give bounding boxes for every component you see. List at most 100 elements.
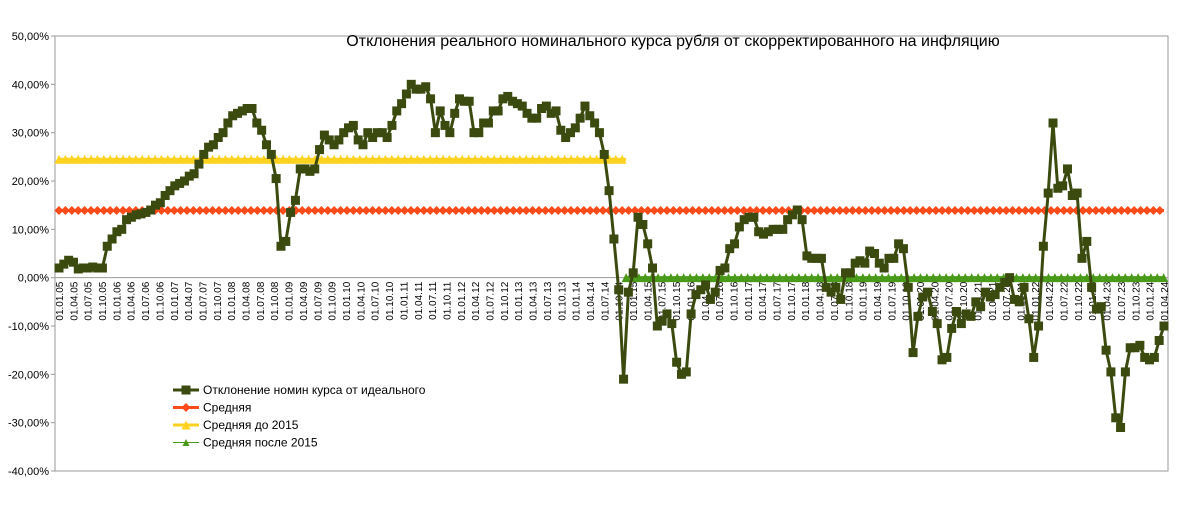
data-point bbox=[1155, 205, 1165, 215]
data-point bbox=[869, 249, 879, 258]
data-point bbox=[228, 111, 238, 121]
data-point bbox=[1075, 273, 1085, 283]
data-point bbox=[681, 367, 691, 377]
data-point bbox=[566, 154, 576, 164]
data-point bbox=[503, 91, 513, 101]
legend-item: Отклонение номин курса от идеального bbox=[173, 383, 426, 397]
data-point bbox=[496, 154, 506, 164]
data-point bbox=[898, 244, 908, 254]
data-point bbox=[189, 169, 199, 179]
data-point bbox=[1029, 352, 1039, 362]
data-point bbox=[816, 253, 826, 263]
data-point bbox=[807, 273, 817, 283]
data-point bbox=[659, 273, 669, 283]
data-point bbox=[412, 154, 422, 164]
data-point bbox=[406, 154, 416, 164]
data-point bbox=[73, 205, 83, 215]
data-point bbox=[78, 263, 88, 273]
data-point bbox=[540, 205, 550, 215]
data-point bbox=[1139, 273, 1149, 283]
data-point bbox=[281, 236, 291, 246]
data-point bbox=[1050, 273, 1060, 283]
data-point bbox=[377, 128, 387, 138]
data-point bbox=[835, 205, 845, 215]
data-point bbox=[679, 273, 689, 283]
data-point bbox=[1072, 188, 1082, 198]
y-tick-label: 20,00% bbox=[12, 176, 50, 188]
data-point bbox=[290, 195, 300, 205]
data-point bbox=[112, 227, 122, 237]
data-point bbox=[755, 273, 765, 283]
data-point bbox=[476, 154, 486, 164]
data-point bbox=[667, 319, 677, 329]
x-tick-label: 01.04.09 bbox=[299, 281, 310, 320]
x-tick-label: 01.01.10 bbox=[342, 281, 353, 320]
data-point bbox=[836, 294, 846, 304]
x-tick-label: 01.04.15 bbox=[643, 281, 654, 320]
data-point bbox=[865, 246, 875, 256]
data-point bbox=[242, 104, 252, 113]
data-point bbox=[783, 215, 793, 225]
data-point bbox=[182, 154, 192, 164]
data-point bbox=[762, 273, 772, 283]
data-point bbox=[604, 154, 614, 164]
data-point bbox=[438, 205, 448, 215]
data-point bbox=[594, 128, 604, 138]
data-point bbox=[787, 273, 797, 283]
data-point bbox=[361, 154, 371, 164]
data-point bbox=[1043, 188, 1053, 198]
data-point bbox=[387, 120, 397, 130]
data-point bbox=[1046, 205, 1056, 215]
data-point bbox=[720, 263, 730, 273]
data-point bbox=[980, 287, 990, 297]
data-point bbox=[826, 287, 836, 297]
data-point bbox=[426, 94, 436, 104]
data-point bbox=[744, 212, 754, 222]
data-point bbox=[1152, 273, 1162, 283]
data-point bbox=[1001, 205, 1011, 215]
data-point bbox=[517, 101, 527, 111]
data-point bbox=[374, 205, 384, 215]
data-point bbox=[247, 104, 257, 113]
data-point bbox=[633, 212, 643, 222]
data-point bbox=[295, 164, 305, 174]
y-tick-label: -40,00% bbox=[8, 466, 49, 478]
x-tick-label: 01.04.12 bbox=[471, 281, 482, 320]
data-point bbox=[179, 176, 189, 186]
x-tick-label: 01.01.13 bbox=[514, 281, 525, 320]
data-point bbox=[874, 258, 884, 268]
data-point bbox=[1145, 355, 1155, 365]
data-point bbox=[223, 118, 233, 128]
data-point bbox=[725, 244, 735, 254]
data-point bbox=[54, 263, 64, 273]
data-point bbox=[204, 142, 214, 152]
data-point bbox=[156, 154, 166, 164]
data-point bbox=[675, 205, 685, 215]
data-point bbox=[372, 128, 382, 138]
data-point bbox=[233, 205, 243, 215]
x-tick-label: 01.04.05 bbox=[69, 281, 80, 320]
data-point bbox=[701, 280, 711, 290]
data-point bbox=[590, 118, 600, 128]
data-point bbox=[611, 154, 621, 164]
data-point bbox=[816, 205, 826, 215]
data-point bbox=[598, 205, 608, 215]
data-point bbox=[297, 205, 307, 215]
data-point bbox=[877, 273, 887, 283]
x-tick-label: 01.01.18 bbox=[801, 281, 812, 320]
x-tick-label: 01.04.13 bbox=[529, 281, 540, 320]
data-point bbox=[117, 224, 127, 234]
data-point bbox=[649, 205, 659, 215]
x-tick-label: 01.04.17 bbox=[758, 281, 769, 320]
data-point bbox=[758, 205, 768, 215]
data-point bbox=[163, 154, 173, 164]
data-point bbox=[749, 212, 759, 222]
data-point bbox=[227, 205, 237, 215]
data-point bbox=[278, 154, 288, 164]
data-point bbox=[464, 96, 474, 106]
data-point bbox=[732, 205, 742, 215]
x-tick-label: 01.04.08 bbox=[242, 281, 253, 320]
data-point bbox=[1031, 273, 1041, 283]
x-tick-label: 01.01.12 bbox=[457, 281, 468, 320]
data-point bbox=[271, 174, 281, 184]
